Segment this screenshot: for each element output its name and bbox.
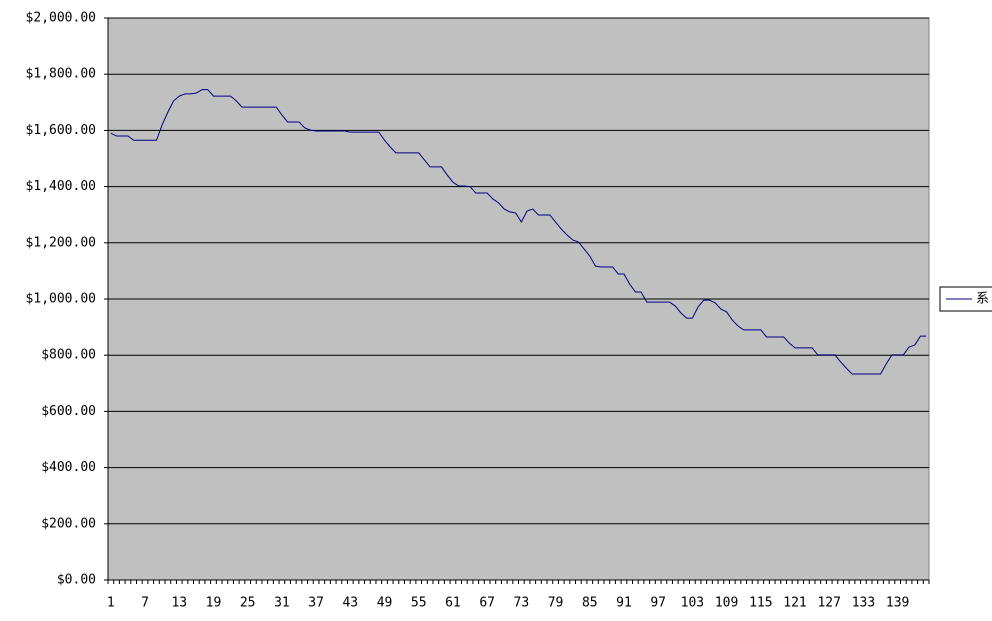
y-tick-label: $1,600.00 xyxy=(26,123,96,138)
x-tick-label: 103 xyxy=(681,596,704,611)
series-line xyxy=(110,89,927,375)
x-tick-label: 13 xyxy=(171,596,187,611)
x-tick-label: 109 xyxy=(715,596,738,611)
x-tick-label: 91 xyxy=(616,596,632,611)
x-tick-label: 73 xyxy=(514,596,530,611)
x-tick-label: 121 xyxy=(783,596,806,611)
x-tick-label: 55 xyxy=(411,596,427,611)
x-tick-label: 79 xyxy=(548,596,564,611)
x-tick-label: 43 xyxy=(342,596,358,611)
legend-label: 系 xyxy=(976,292,989,307)
x-tick-label: 37 xyxy=(308,596,324,611)
x-tick-label: 61 xyxy=(445,596,461,611)
y-tick-label: $1,200.00 xyxy=(26,235,96,250)
x-tick-label: 139 xyxy=(886,596,909,611)
x-tick-label: 31 xyxy=(274,596,290,611)
x-tick-label: 97 xyxy=(650,596,666,611)
x-tick-label: 1 xyxy=(107,596,115,611)
y-tick-label: $0.00 xyxy=(57,573,96,588)
x-tick-label: 85 xyxy=(582,596,598,611)
x-tick-label: 67 xyxy=(479,596,495,611)
y-tick-label: $600.00 xyxy=(41,404,96,419)
y-tick-label: $1,800.00 xyxy=(26,67,96,82)
y-tick-label: $400.00 xyxy=(41,460,96,475)
y-tick-label: $200.00 xyxy=(41,516,96,531)
x-tick-label: 25 xyxy=(240,596,256,611)
y-tick-label: $1,000.00 xyxy=(26,292,96,307)
x-tick-label: 115 xyxy=(749,596,772,611)
x-tick-label: 49 xyxy=(377,596,393,611)
x-tick-label: 19 xyxy=(206,596,222,611)
x-tick-label: 133 xyxy=(852,596,875,611)
y-tick-label: $800.00 xyxy=(41,348,96,363)
x-tick-label: 127 xyxy=(817,596,840,611)
y-tick-label: $1,400.00 xyxy=(26,179,96,194)
y-tick-label: $2,000.00 xyxy=(26,11,96,26)
x-tick-label: 7 xyxy=(141,596,149,611)
